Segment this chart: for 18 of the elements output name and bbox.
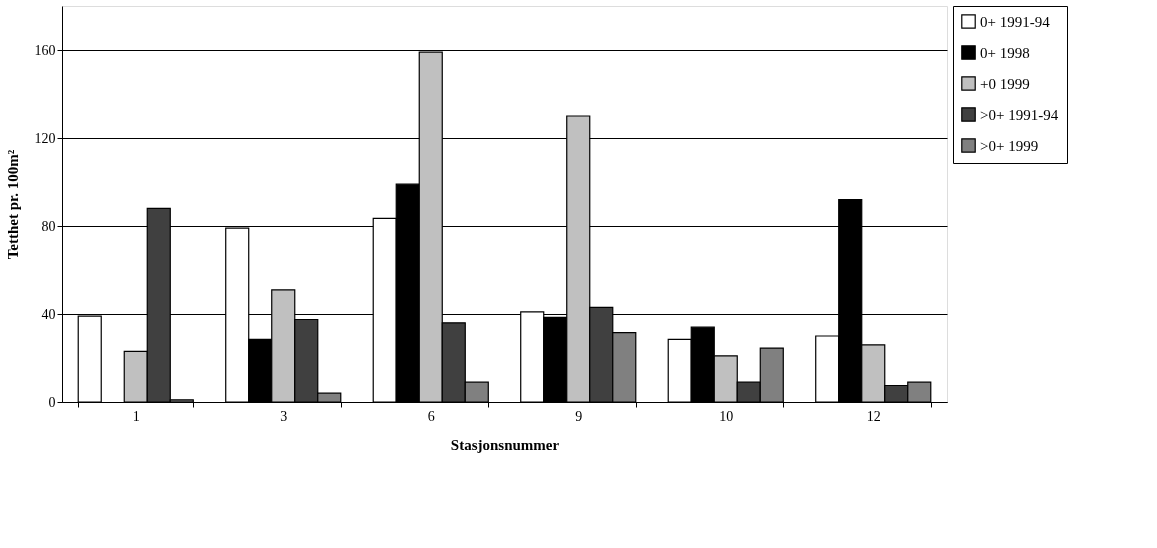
y-tick-label: 40 [41, 306, 56, 322]
x-axis-title: Stasjonsnummer [450, 436, 560, 453]
x-tick-label: 6 [427, 408, 435, 424]
y-tick-label: 80 [41, 218, 56, 234]
legend-label: >0+ 1999 [980, 137, 1039, 154]
legend-label: >0+ 1991-94 [980, 106, 1059, 123]
x-tick-label: 1 [132, 408, 140, 424]
y-tick-label: 160 [34, 42, 56, 58]
y-axis-title: Tetthet pr. 100m² [4, 149, 21, 260]
legend-label: 0+ 1991-94 [980, 13, 1051, 30]
y-tick-label: 0 [48, 394, 56, 410]
x-tick-label: 9 [575, 408, 583, 424]
legend-label: 0+ 1998 [980, 44, 1030, 61]
y-tick-label: 120 [34, 130, 56, 146]
legend-label: +0 1999 [980, 75, 1030, 92]
x-tick-label: 10 [719, 408, 734, 424]
x-tick-label: 12 [866, 408, 881, 424]
x-tick-label: 3 [280, 408, 288, 424]
